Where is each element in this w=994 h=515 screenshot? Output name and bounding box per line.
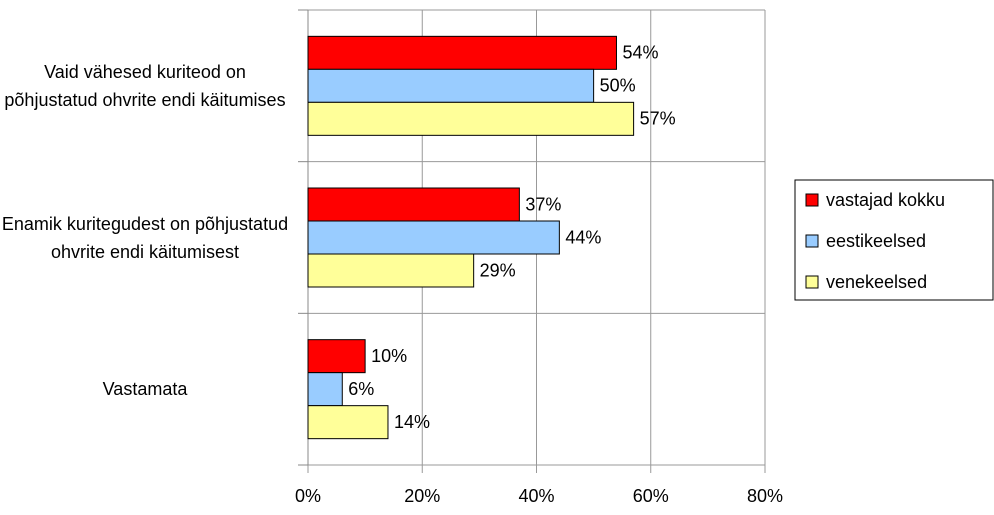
legend-label: venekeelsed [826, 272, 927, 292]
data-label: 57% [640, 109, 676, 129]
data-label: 10% [371, 346, 407, 366]
bar [307, 405, 389, 440]
data-label: 14% [394, 412, 430, 432]
bar [307, 253, 475, 288]
data-label: 37% [525, 194, 561, 214]
bar [307, 35, 617, 70]
legend-box [794, 179, 994, 301]
bar [307, 339, 366, 374]
data-label: 6% [348, 379, 374, 399]
bar [307, 372, 343, 407]
legend-label: vastajad kokku [826, 190, 945, 210]
data-label: 29% [480, 260, 516, 280]
bar [307, 220, 560, 255]
category-label: Enamik kuritegudest on põhjustatud ohvri… [1, 213, 289, 262]
bar [307, 68, 595, 103]
x-tick-label: 0% [295, 486, 321, 506]
category-label: Vastamata [102, 379, 188, 400]
bar [307, 101, 635, 136]
x-tick-label: 20% [404, 486, 440, 506]
legend-swatch [805, 234, 819, 248]
x-tick-label: 60% [633, 486, 669, 506]
legend-swatch [805, 275, 819, 289]
data-label: 54% [622, 43, 658, 63]
legend-label: eestikeelsed [826, 231, 926, 251]
data-label: 50% [600, 76, 636, 96]
data-label: 44% [565, 227, 601, 247]
category-label: Vaid vähesed kuriteod on põhjustatud ohv… [4, 61, 286, 110]
x-tick-label: 80% [747, 486, 783, 506]
x-tick-label: 40% [518, 486, 554, 506]
bar [307, 187, 520, 222]
legend-swatch [805, 193, 819, 207]
